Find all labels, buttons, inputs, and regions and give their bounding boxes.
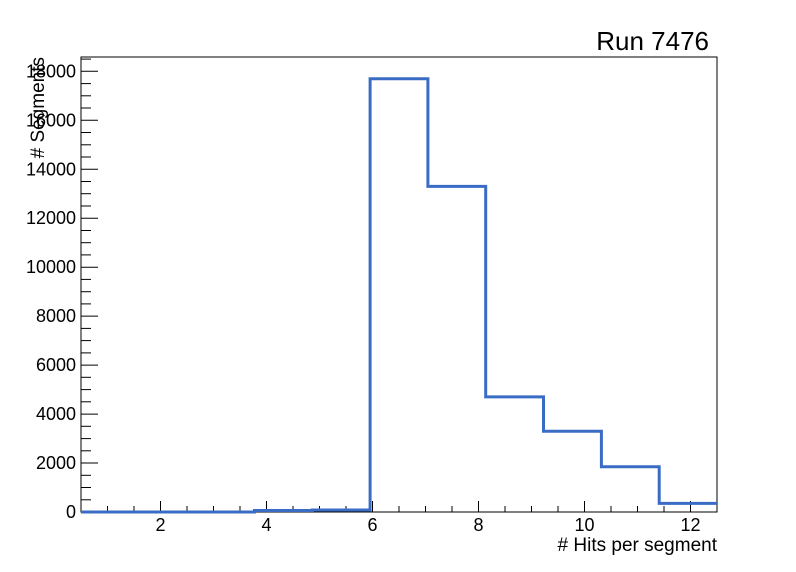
y-tick-label: 18000: [26, 61, 76, 81]
y-tick-label: 8000: [36, 306, 76, 326]
y-tick-label: 12000: [26, 208, 76, 228]
x-tick-label: 2: [155, 515, 165, 535]
plot-frame: [80, 56, 718, 513]
axis-tick-labels: 2 4 6 8 10 12 0 2000 4000 6000 8000 10000 12000 14000…: [26, 61, 701, 535]
y-tick-label: 0: [66, 502, 76, 522]
y-tick-label: 14000: [26, 159, 76, 179]
x-tick-label: 8: [473, 515, 483, 535]
y-tick-label: 2000: [36, 453, 76, 473]
y-tick-label: 6000: [36, 355, 76, 375]
x-tick-label: 4: [261, 515, 271, 535]
x-tick-label: 6: [367, 515, 377, 535]
histogram-line: [81, 77, 717, 514]
y-tick-label: 16000: [26, 110, 76, 130]
x-axis-title: # Hits per segment: [558, 535, 718, 556]
y-tick-label: 10000: [26, 257, 76, 277]
x-tick-label: 12: [680, 515, 700, 535]
x-tick-label: 10: [574, 515, 594, 535]
axis-ticks: [81, 58, 691, 513]
y-axis-title: # Segments: [28, 57, 49, 158]
chart-title: Run 7476: [596, 26, 709, 56]
y-tick-label: 4000: [36, 404, 76, 424]
